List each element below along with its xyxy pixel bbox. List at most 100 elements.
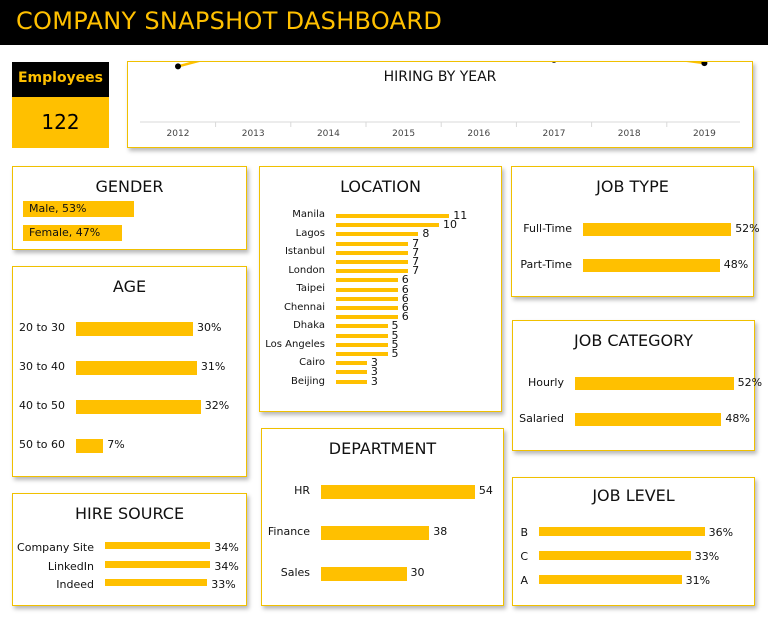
department-title: DEPARTMENT	[328, 439, 437, 458]
job-category-bar	[575, 413, 722, 426]
job-level-title: JOB LEVEL	[592, 486, 675, 505]
location-value-label: 3	[370, 365, 378, 379]
hire-source-bar	[105, 560, 211, 568]
hire-source-bar	[105, 542, 211, 549]
location-bar	[336, 342, 388, 347]
job-type-title: JOB TYPE	[596, 177, 669, 196]
department-value-label: 30	[410, 566, 425, 579]
location-bar	[336, 214, 450, 218]
location-value-label: 7	[412, 264, 420, 278]
department-bar	[321, 485, 475, 499]
job-type-panel: JOB TYPE Full-Time 52% Part-Time 48%	[511, 166, 760, 297]
location-category-label: London	[288, 264, 325, 276]
location-title: LOCATION	[340, 177, 421, 196]
hire-source-category-label: Indeed	[56, 578, 94, 591]
location-bar	[336, 361, 367, 366]
page-title: COMPANY SNAPSHOT DASHBOARD	[16, 7, 443, 35]
dashboard-header: COMPANY SNAPSHOT DASHBOARD	[0, 0, 768, 45]
location-value-label: 3	[370, 356, 378, 370]
age-category-label: 20 to 30	[18, 321, 65, 334]
hire-source-value-label: 34%	[214, 541, 239, 554]
location-value-label: 6	[401, 310, 409, 324]
department-category-label: HR	[294, 484, 310, 497]
age-value-label: 31%	[200, 360, 226, 373]
hiring-year-label: 2019	[693, 129, 716, 139]
location-value-label: 7	[412, 245, 420, 259]
job-category-panel: JOB CATEGORY Hourly 52% Salaried 48%	[512, 320, 762, 451]
location-bar	[336, 287, 398, 292]
location-value-label: 6	[401, 291, 409, 305]
location-bar	[336, 260, 409, 264]
location-value-label: 5	[391, 347, 399, 360]
hiring-year-label: 2017	[543, 129, 566, 139]
job-category-category-label: Salaried	[519, 412, 564, 425]
job-type-category-label: Part-Time	[520, 258, 572, 271]
age-panel: AGE 20 to 30 30% 30 to 40 31% 40 to 50 32% 50 …	[12, 266, 247, 477]
department-category-label: Finance	[267, 525, 310, 538]
hiring-point	[551, 62, 557, 63]
location-bar	[336, 333, 388, 338]
location-value-label: 3	[370, 374, 378, 388]
job-type-value-label: 52%	[735, 222, 760, 235]
job-category-value-label: 52%	[737, 376, 763, 389]
location-category-label: Chennai	[283, 301, 325, 313]
location-value-label: 5	[391, 319, 399, 333]
job-level-value-label: 33%	[694, 550, 720, 563]
job-level-bar	[539, 551, 691, 560]
hiring-year-label: 2018	[618, 129, 641, 139]
department-panel: DEPARTMENT HR 54 Finance 38 Sales 30	[261, 428, 504, 606]
age-title: AGE	[112, 277, 147, 296]
hiring-by-year-chart: 1220121820131820141620151520161420171620…	[140, 62, 740, 139]
gender-panel: GENDER Male, 53% Female, 47%	[12, 166, 247, 250]
location-bar	[336, 296, 398, 301]
job-type-bar	[583, 259, 720, 272]
department-category-label: Sales	[280, 566, 310, 579]
hiring-by-year-title: HIRING BY YEAR	[383, 69, 497, 85]
job-type-value-label: 48%	[723, 258, 749, 271]
job-level-category-label: C	[520, 550, 528, 563]
hiring-year-label: 2014	[317, 129, 340, 139]
department-bar	[321, 567, 407, 581]
gender-title: GENDER	[95, 177, 164, 196]
location-value-label: 11	[453, 209, 468, 222]
hiring-year-label: 2015	[392, 129, 415, 139]
age-bar	[76, 400, 201, 414]
age-bar	[76, 439, 104, 453]
location-bar	[336, 223, 439, 228]
job-level-value-label: 36%	[708, 526, 734, 539]
location-value-label: 5	[391, 337, 399, 351]
hiring-year-label: 2013	[242, 129, 265, 139]
job-category-value-label: 48%	[725, 412, 750, 425]
location-bar	[336, 278, 398, 283]
employees-count: 122	[12, 97, 109, 148]
job-category-bar	[575, 377, 734, 390]
location-category-label: Cairo	[299, 357, 325, 368]
location-category-label: Dhaka	[293, 320, 325, 331]
gender-bar: Male, 53%	[23, 201, 135, 217]
location-value-label: 10	[443, 218, 457, 232]
location-bar	[336, 352, 388, 356]
location-bar	[336, 379, 367, 384]
location-category-label: Taipei	[296, 283, 325, 294]
hiring-year-label: 2016	[467, 129, 490, 139]
age-category-label: 30 to 40	[18, 360, 65, 373]
department-value-label: 54	[478, 484, 493, 497]
job-level-panel: JOB LEVEL B 36% C 33% A 31%	[512, 477, 755, 606]
employees-label: Employees	[12, 62, 109, 97]
hire-source-panel: HIRE SOURCE Company Site 34% LinkedIn 34% In…	[12, 493, 247, 606]
job-level-category-label: B	[520, 526, 528, 539]
age-category-label: 40 to 50	[18, 399, 65, 412]
location-value-label: 6	[401, 301, 409, 314]
location-category-label: Manila	[292, 209, 325, 220]
location-bar	[336, 315, 398, 320]
location-panel: LOCATION 11 10 8 7 7 7 7 6 6 6 6 6 5 5 5 5 3 3 3 Manila Lago…	[259, 166, 502, 412]
location-category-label: Los Angeles	[265, 338, 325, 350]
location-value-label: 7	[412, 255, 420, 268]
location-bar	[336, 241, 409, 246]
location-value-label: 6	[401, 273, 409, 287]
hire-source-category-label: LinkedIn	[47, 559, 94, 573]
department-bar	[321, 526, 430, 540]
location-bar	[336, 250, 409, 255]
hire-source-title: HIRE SOURCE	[74, 504, 185, 523]
hiring-series-line	[177, 62, 705, 68]
